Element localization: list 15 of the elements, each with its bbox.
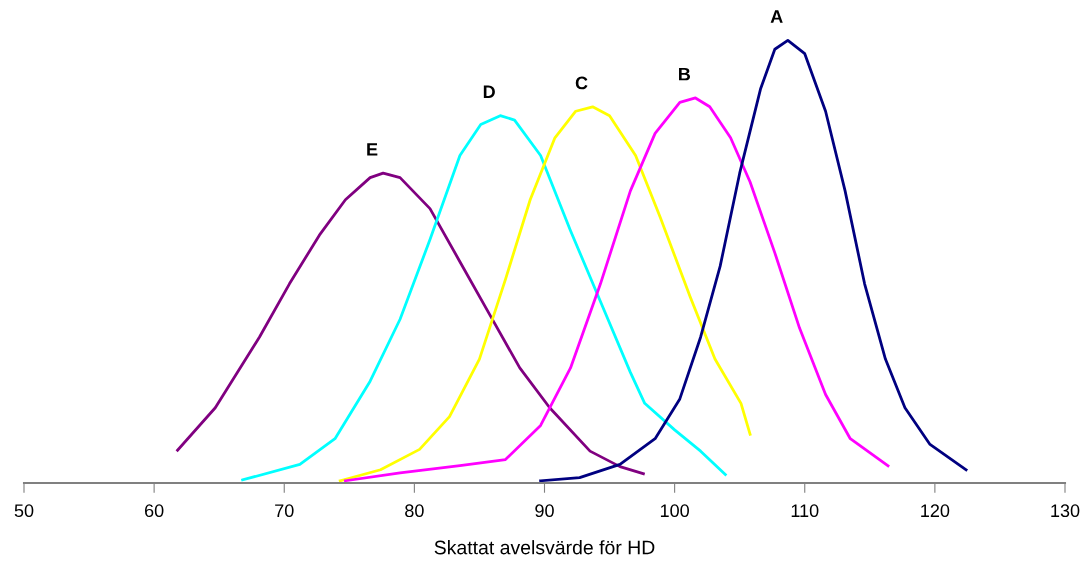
series-label: D xyxy=(483,85,495,99)
x-tick-label: 110 xyxy=(791,504,819,518)
series-label: B xyxy=(679,67,691,81)
series-label: A xyxy=(770,10,783,23)
x-tick-label: 120 xyxy=(921,504,950,518)
x-tick-label: 60 xyxy=(145,504,164,518)
x-axis-title: Skattat avelsvärde för HD xyxy=(434,540,655,555)
x-tick-label: 130 xyxy=(1051,504,1080,518)
x-tick-label: 50 xyxy=(14,504,34,518)
series-label: E xyxy=(367,143,378,156)
x-tick-label: 100 xyxy=(660,504,689,518)
series-label: C xyxy=(575,76,588,90)
x-tick-label: 80 xyxy=(405,504,424,518)
x-tick-label: 90 xyxy=(535,504,554,518)
x-tick-label: 70 xyxy=(275,504,294,518)
